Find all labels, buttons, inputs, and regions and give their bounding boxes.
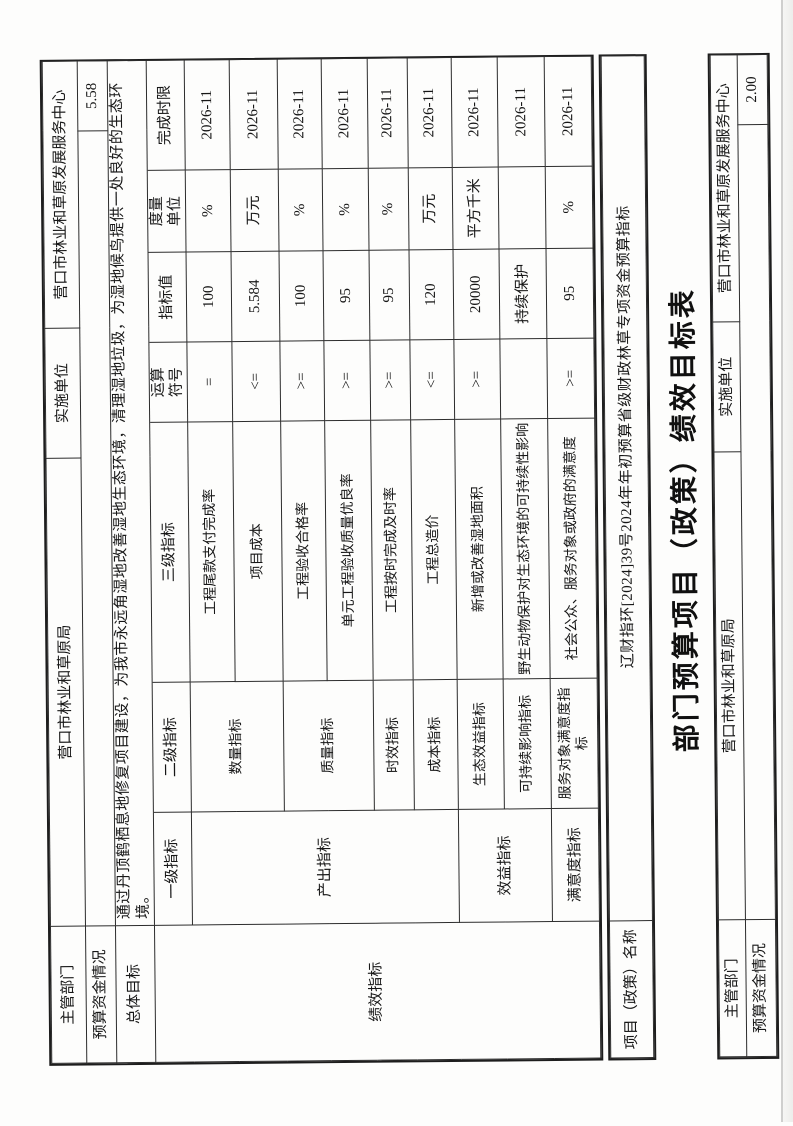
value-cell: 100	[185, 251, 232, 342]
header-value: 指标值	[147, 251, 187, 342]
unit-cell: %	[277, 168, 323, 251]
level1-satisfaction-cell: 满意度指标	[550, 807, 599, 922]
level2-eco-benefit-cell: 生态效益指标	[456, 678, 504, 809]
deadline-cell: 2026-11	[450, 56, 498, 167]
level2-sustainability-cell: 可持续影响指标	[502, 678, 551, 809]
performance-table-1: 主管部门 营口市林业和草原局 实施单位 营口市林业和草原发展服务中心 预算资金情…	[39, 54, 603, 1066]
header-deadline: 完成时限	[145, 59, 185, 170]
performance-table-2: 主管部门 营口市林业和草原局 实施单位 营口市林业和草原发展服务中心 预算资金情…	[707, 52, 779, 1059]
project-name-row-box: 项目（政策）名称 辽财指环[2024]39号2024年年初预算省级财政林草专项资…	[598, 53, 656, 1060]
header-level2: 二级指标	[151, 681, 191, 812]
deadline-cell: 2026-11	[320, 57, 368, 169]
side-label-cell: 绩效指标	[153, 920, 601, 1062]
indicator-name-cell: 野生动物保护对生态环境的可持续性影响	[500, 418, 550, 679]
dept-value-cell: 营口市林业和草原局	[713, 451, 745, 920]
table1-info-rows: 主管部门 营口市林业和草原局 实施单位 营口市林业和草原发展服务中心 预算资金情…	[41, 59, 155, 1063]
dept-label-cell: 主管部门	[717, 919, 747, 1057]
budget-amount-cell: 5.58	[76, 60, 108, 131]
deadline-cell: 2026-11	[543, 55, 592, 167]
operator-cell: <=	[231, 340, 281, 422]
operator-cell: >=	[546, 337, 595, 419]
value-cell: 120	[408, 248, 454, 340]
header-unit: 度量 单位	[146, 169, 186, 252]
indicator-grid: 绩效指标 一级指标 二级指标 三级指标 运算 符号 指标值 度量 单位 完成时限…	[145, 55, 601, 1062]
page-title: 部门预算项目（政策）绩效目标表	[667, 286, 703, 752]
level2-quantity-cell: 数量指标	[189, 680, 284, 812]
operator-cell: >=	[453, 338, 501, 419]
goal-label-cell: 总体目标	[114, 924, 155, 1063]
deadline-cell: 2026-11	[183, 59, 230, 170]
impl-label-cell: 实施单位	[44, 327, 81, 458]
operator-cell: >=	[323, 339, 371, 421]
level1-benefit-cell: 效益指标	[457, 808, 552, 922]
indicator-name-cell: 工程尾款支付完成率	[187, 421, 235, 682]
budget-label-cell: 预算资金情况	[84, 925, 117, 1063]
indicator-name-cell: 新增或改善湿地面积	[454, 418, 503, 679]
operator-cell: =	[186, 341, 233, 422]
unit-cell	[497, 166, 546, 249]
value-cell: 20000	[452, 248, 500, 339]
budget-amount-cell: 2.00	[736, 53, 768, 125]
unit-cell: 平方千米	[451, 166, 499, 249]
project-name-label-cell: 项目（政策）名称	[608, 920, 654, 1058]
value-cell: 95	[545, 247, 594, 339]
value-cell: 100	[278, 250, 324, 341]
value-cell: 5.584	[230, 250, 280, 342]
operator-cell	[499, 338, 548, 419]
table-row-project-name: 项目（政策）名称 辽财指环[2024]39号2024年年初预算省级财政林草专项资…	[600, 55, 654, 1058]
operator-cell: >=	[279, 340, 325, 421]
dept-value-cell: 营口市林业和草原局	[45, 457, 85, 926]
deadline-cell: 2026-11	[276, 58, 322, 169]
deadline-cell: 2026-11	[406, 56, 452, 168]
value-cell: 持续保护	[498, 248, 547, 339]
indicator-name-cell: 工程按时完成及时率	[370, 419, 413, 680]
indicator-name-cell: 项目成本	[232, 420, 283, 682]
level1-output-cell: 产出指标	[190, 808, 459, 925]
unit-cell: %	[321, 167, 369, 251]
value-cell: 95	[368, 249, 410, 340]
level2-satisfaction-cell: 服务对象满意度指标	[549, 677, 598, 809]
project-name-table: 项目（政策）名称 辽财指环[2024]39号2024年年初预算省级财政林草专项资…	[600, 55, 654, 1058]
project-name-value-cell: 辽财指环[2024]39号2024年年初预算省级财政林草专项资金预算指标	[600, 55, 652, 921]
level2-cost-cell: 成本指标	[412, 678, 458, 810]
deadline-cell: 2026-11	[496, 56, 545, 167]
value-cell: 95	[322, 249, 370, 341]
unit-cell: 万元	[229, 168, 279, 252]
unit-cell: %	[367, 167, 409, 250]
dept-label-cell: 主管部门	[49, 925, 87, 1063]
budget-label-cell: 预算资金情况	[744, 918, 777, 1057]
table2-info-rows: 主管部门 营口市林业和草原局 实施单位 营口市林业和草原发展服务中心 预算资金情…	[709, 53, 777, 1057]
level2-quality-cell: 质量指标	[282, 679, 374, 811]
impl-label-cell: 实施单位	[712, 321, 741, 452]
indicator-name-cell: 单元工程验收质量优良率	[324, 419, 373, 681]
header-operator: 运算 符号	[148, 341, 188, 422]
deadline-cell: 2026-11	[366, 57, 408, 168]
unit-cell: %	[184, 169, 231, 252]
indicator-name-cell: 工程验收合格率	[280, 420, 327, 681]
level2-timeliness-cell: 时效指标	[372, 679, 414, 810]
indicator-name-cell: 工程总造价	[410, 418, 457, 680]
indicator-name-cell: 社会公众、服务对象或政府的满意度	[547, 417, 597, 679]
operator-cell: >=	[369, 339, 411, 420]
operator-cell: <=	[409, 338, 455, 420]
impl-value-cell: 营口市林业和草原发展服务中心	[41, 60, 80, 328]
header-level3: 三级指标	[149, 421, 190, 682]
unit-cell: %	[544, 165, 593, 249]
deadline-cell: 2026-11	[228, 58, 278, 170]
header-level1: 一级指标	[152, 811, 192, 925]
impl-value-cell: 营口市林业和草原发展服务中心	[709, 54, 740, 322]
unit-cell: 万元	[407, 166, 453, 250]
indicator-row: 满意度指标 服务对象满意度指标 社会公众、服务对象或政府的满意度 >= 95 %…	[543, 55, 601, 1058]
